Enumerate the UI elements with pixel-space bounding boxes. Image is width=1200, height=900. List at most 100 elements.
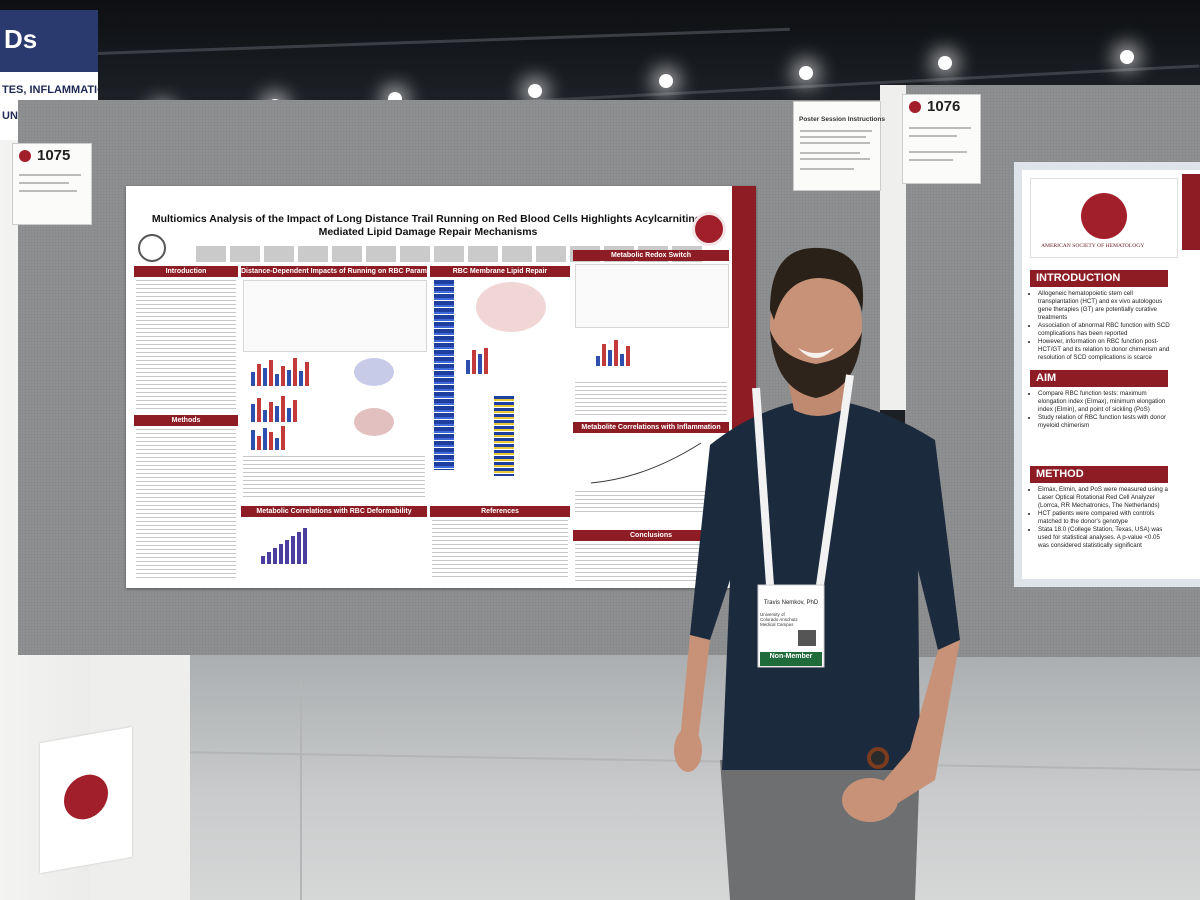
card-text-line	[19, 182, 69, 184]
board-divider-post	[880, 85, 906, 410]
section-head-introduction: Introduction	[134, 266, 238, 277]
ash-wall-logo	[40, 726, 132, 874]
left-forearm	[680, 635, 710, 740]
card-text-line	[19, 190, 77, 192]
methods-text	[136, 429, 236, 579]
card-text-line	[800, 136, 866, 138]
bar-figure	[251, 426, 285, 450]
card-text-line	[909, 151, 967, 153]
list-item: Allogeneic hematopoietic stem cell trans…	[1038, 290, 1170, 322]
poster-title: Multiomics Analysis of the Impact of Lon…	[151, 213, 705, 238]
card-text-line	[800, 152, 860, 154]
shirt	[690, 398, 960, 770]
poster-number: 1076	[927, 98, 961, 115]
pca-plot	[354, 358, 394, 386]
redox-caption	[575, 382, 727, 418]
right-forearm	[880, 640, 960, 805]
smile	[798, 348, 834, 358]
card-text-line	[800, 142, 870, 144]
presenter	[674, 247, 960, 900]
list-item: Compare RBC function tests: maximum elon…	[1038, 390, 1170, 414]
poster-number-card-right: 1076	[902, 94, 981, 184]
section-head-aim: AIM	[1030, 370, 1168, 387]
badge-member-type: Non-Member	[769, 653, 813, 660]
right-hand	[842, 778, 898, 822]
figure-distance-overview	[243, 280, 427, 352]
inflammation-caption	[575, 491, 727, 515]
section-head-method: METHOD	[1030, 466, 1168, 483]
university-seal-icon	[138, 234, 166, 262]
ash-logo-block: AMERICAN SOCIETY OF HEMATOLOGY	[1030, 178, 1178, 258]
ash-org-name: AMERICAN SOCIETY OF HEMATOLOGY	[1041, 243, 1145, 249]
distance-caption	[243, 456, 425, 500]
instructions-title: Poster Session Instructions	[799, 116, 885, 123]
card-text-line	[909, 159, 953, 161]
banner-big-text: Ds	[4, 24, 38, 54]
bar-figure	[251, 356, 309, 386]
intro-list: Allogeneic hematopoietic stem cell trans…	[1030, 290, 1170, 362]
face	[770, 267, 862, 383]
ash-dot-icon	[19, 150, 31, 162]
intro-text	[136, 280, 236, 410]
badge-name: Travis Nemkov, PhD	[763, 600, 819, 606]
card-text-line	[800, 168, 854, 170]
instructions-card: Poster Session Instructions	[793, 101, 885, 191]
badge-footer	[760, 652, 822, 666]
card-text-line	[800, 158, 870, 160]
banner-line: TES, INFLAMMATION,	[2, 84, 98, 96]
list-item: Study relation of RBC function tests wit…	[1038, 414, 1170, 430]
poster-number: 1075	[37, 147, 71, 164]
list-item: Stata 18.0 (College Station, Texas, USA)…	[1038, 526, 1170, 550]
section-head-deformability: Metabolic Correlations with RBC Deformab…	[241, 506, 427, 517]
beard	[770, 330, 862, 398]
card-text-line	[909, 127, 971, 129]
card-text-line	[19, 174, 81, 176]
floor-seam	[300, 680, 302, 900]
neighbor-poster-title-strip	[1182, 174, 1200, 250]
lanyard	[752, 387, 774, 586]
aim-list: Compare RBC function tests: maximum elon…	[1030, 390, 1170, 430]
ceiling-light	[938, 56, 952, 70]
bar-figure	[596, 336, 630, 366]
heatmap	[494, 396, 514, 476]
ceiling-light	[799, 66, 813, 80]
lanyard	[816, 374, 854, 586]
card-text-line	[909, 135, 957, 137]
section-head-inflammation: Metabolite Correlations with Inflammatio…	[573, 422, 729, 433]
list-item: EImax, EImin, and PoS were measured usin…	[1038, 486, 1170, 510]
section-head-redox: Metabolic Redox Switch	[573, 250, 729, 261]
left-hand	[674, 728, 702, 772]
section-head-distance: Distance-Dependent Impacts of Running on…	[241, 266, 427, 277]
section-head-methods: Methods	[134, 415, 238, 426]
ceiling-light	[659, 74, 673, 88]
main-research-poster: Multiomics Analysis of the Impact of Lon…	[126, 186, 756, 588]
hair	[770, 247, 864, 320]
bar-figure	[261, 526, 307, 564]
badge-qr-code	[798, 630, 816, 646]
method-list: EImax, EImin, and PoS were measured usin…	[1030, 486, 1170, 550]
ceiling-truss	[90, 27, 790, 56]
list-item: However, information on RBC function pos…	[1038, 338, 1170, 362]
section-head-lipid: RBC Membrane Lipid Repair	[430, 266, 570, 277]
ceiling-light	[528, 84, 542, 98]
badge-affiliation: University of Colorado Anschutz Medical …	[760, 612, 798, 627]
list-item: HCT patients were compared with controls…	[1038, 510, 1170, 526]
wristwatch	[867, 747, 889, 769]
bar-figure	[251, 394, 297, 422]
ceiling-light	[1120, 50, 1134, 64]
references-text	[432, 520, 568, 580]
ash-logo-icon	[692, 212, 726, 246]
ash-logo-icon	[1081, 193, 1127, 239]
section-head-introduction: INTRODUCTION	[1030, 270, 1168, 287]
section-head-references: References	[430, 506, 570, 517]
neighbor-poster: AMERICAN SOCIETY OF HEMATOLOGY INTRODUCT…	[1014, 162, 1200, 587]
ash-dot-icon	[909, 101, 921, 113]
heatmap	[434, 280, 454, 470]
section-head-conclusions: Conclusions	[573, 530, 729, 541]
lands-cycle-diagram	[476, 282, 546, 332]
banner-header: Ds	[0, 10, 98, 72]
pca-plot	[354, 408, 394, 436]
redox-pathway-diagram	[575, 264, 729, 328]
neighbor-poster-content: AMERICAN SOCIETY OF HEMATOLOGY INTRODUCT…	[1022, 170, 1200, 579]
